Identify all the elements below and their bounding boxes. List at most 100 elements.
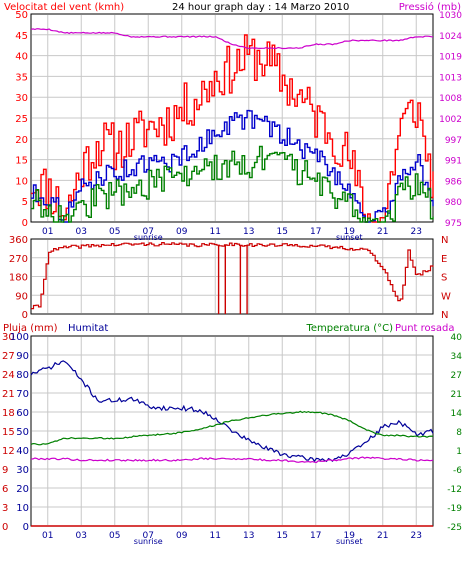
- humidity-y-tick: 10: [16, 503, 29, 514]
- x-tick-label: 15: [277, 531, 288, 541]
- rain-y-tick: 3: [2, 503, 8, 514]
- temperature-y-tick: 34: [451, 352, 463, 362]
- temperature-label: Temperatura (°C): [305, 323, 393, 334]
- pressure-y-tick: 1019: [439, 53, 462, 63]
- wind-y-tick: 15: [15, 156, 28, 167]
- rain-y-tick: 18: [2, 408, 15, 419]
- rain-y-tick: 12: [2, 446, 15, 457]
- wind-panel-frame: [30, 13, 434, 223]
- temperature-y-tick: 27: [451, 371, 462, 381]
- humidity-y-tick: 30: [16, 465, 29, 476]
- sunrise-label: sunrise: [134, 233, 163, 242]
- direction-y-tick: 270: [9, 254, 28, 265]
- x-tick-label: 01: [42, 531, 53, 541]
- direction-y-tick: 360: [9, 235, 28, 246]
- rain-y-tick: 9: [2, 465, 8, 476]
- temperature-y-tick: -19: [447, 504, 462, 514]
- wind-y-tick: 10: [15, 176, 28, 187]
- wind-y-tick: 40: [15, 52, 28, 63]
- rain-y-tick: 0: [2, 522, 8, 533]
- x-tick-label: 23: [411, 531, 422, 541]
- humidity-y-tick: 0: [23, 522, 29, 533]
- rain-y-tick: 27: [2, 351, 15, 362]
- x-tick-label: 07: [143, 227, 154, 237]
- x-tick-label: 17: [310, 531, 321, 541]
- compass-label: S: [441, 273, 447, 284]
- sunset-label: sunset: [336, 233, 363, 242]
- pressure-y-tick: 1013: [439, 73, 462, 83]
- pressure-series: [30, 28, 434, 50]
- x-tick-label: 03: [76, 531, 87, 541]
- pressure-y-tick: 975: [445, 219, 462, 229]
- pressure-y-tick: 1024: [439, 32, 462, 42]
- x-tick-label: 19: [344, 531, 356, 541]
- x-tick-label: 05: [109, 531, 120, 541]
- x-tick-label: 09: [176, 531, 188, 541]
- temperature-y-tick: -6: [453, 466, 462, 476]
- wind-y-tick: 0: [22, 218, 28, 229]
- rain-y-tick: 15: [2, 427, 15, 438]
- x-tick-label: 15: [277, 227, 288, 237]
- temperature-series: [30, 410, 434, 446]
- x-tick-label: 17: [310, 227, 321, 237]
- sunrise-label: sunrise: [134, 537, 163, 546]
- compass-label: N: [441, 235, 448, 246]
- direction-panel-frame: [30, 238, 434, 315]
- grid: [32, 15, 432, 525]
- graph-title: 24 hour graph day : 14 Marzo 2010: [172, 2, 349, 13]
- direction-y-tick: 180: [9, 273, 28, 284]
- humidity-y-tick: 90: [16, 351, 29, 362]
- pressure-y-tick: 1030: [439, 11, 462, 21]
- humidity-y-tick: 50: [16, 427, 29, 438]
- x-tick-label: 23: [411, 227, 422, 237]
- x-tick-label: 11: [210, 227, 221, 237]
- dewpoint-label: Punt rosada: [395, 323, 454, 334]
- wind-direction-series: [31, 242, 434, 310]
- rain-y-tick: 21: [2, 389, 15, 400]
- rain-label: Pluja (mm): [3, 323, 58, 334]
- compass-label: E: [441, 254, 447, 265]
- temperature-y-tick: -25: [447, 523, 462, 533]
- direction-y-tick: 0: [22, 310, 28, 321]
- wind-y-tick: 5: [22, 197, 28, 208]
- direction-y-tick: 90: [15, 291, 28, 302]
- pressure-y-tick: 986: [445, 177, 462, 187]
- x-tick-label: 03: [76, 227, 87, 237]
- sunset-label: sunset: [336, 537, 363, 546]
- humidity-y-tick: 60: [16, 408, 29, 419]
- pressure-y-tick: 997: [445, 136, 462, 146]
- humidity-label: Humitat: [68, 323, 108, 334]
- temperature-y-tick: 40: [451, 333, 463, 343]
- wind-y-tick: 25: [15, 114, 28, 125]
- humidity-y-tick: 80: [16, 370, 29, 381]
- pressure-y-tick: 991: [445, 157, 462, 167]
- x-tick-label: 13: [243, 227, 254, 237]
- rain-y-tick: 30: [2, 332, 15, 343]
- wind-y-tick: 35: [15, 72, 28, 83]
- temperature-y-tick: 21: [451, 390, 462, 400]
- pressure-y-tick: 980: [445, 198, 462, 208]
- rain-y-tick: 24: [2, 370, 15, 381]
- x-tick-label: 09: [176, 227, 188, 237]
- temperature-y-tick: 14: [451, 409, 463, 419]
- temperature-y-tick: 1: [456, 447, 462, 457]
- x-tick-label: 07: [143, 531, 154, 541]
- pressure-y-tick: 1002: [439, 115, 462, 125]
- wind-y-tick: 50: [15, 10, 28, 21]
- x-tick-label: 13: [243, 531, 254, 541]
- compass-label: W: [441, 291, 451, 302]
- humidity-y-tick: 70: [16, 389, 29, 400]
- wind-y-tick: 30: [15, 93, 28, 104]
- wind-min-series: [31, 145, 434, 223]
- wind-y-tick: 45: [15, 31, 28, 42]
- pressure-title: Pressió (mb): [399, 1, 461, 13]
- dewpoint-series: [30, 456, 434, 464]
- x-tick-label: 01: [42, 227, 53, 237]
- humidity-series: [30, 360, 434, 463]
- x-tick-label: 21: [377, 227, 388, 237]
- pressure-y-tick: 1008: [439, 94, 462, 104]
- wind-gust-series: [31, 34, 434, 223]
- compass-label: N: [441, 310, 448, 321]
